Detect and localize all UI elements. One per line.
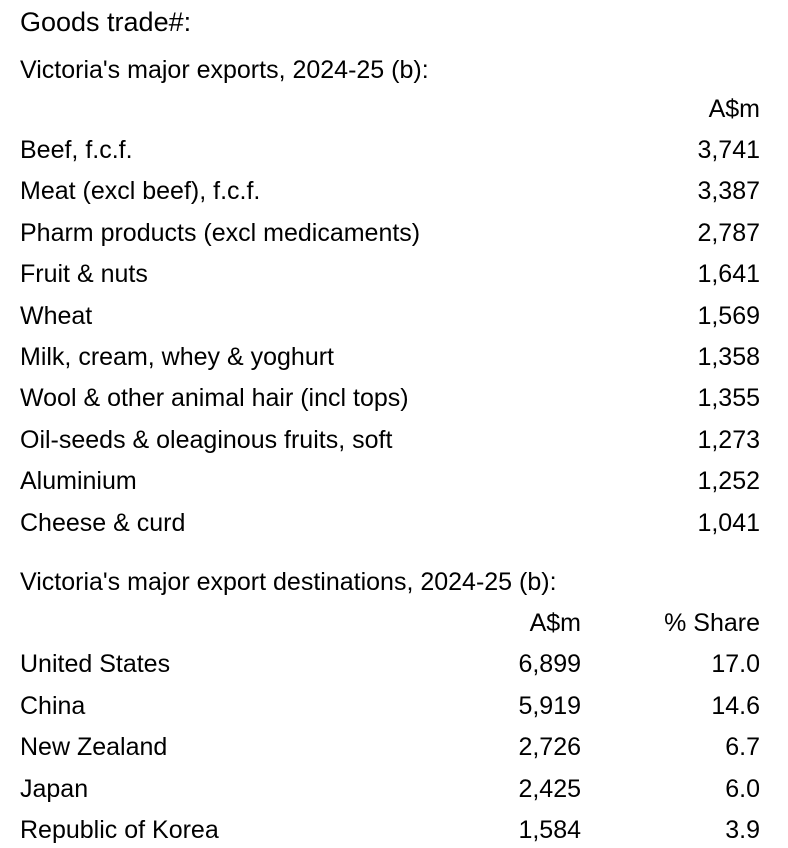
row-label: Meat (excl beef), f.c.f. xyxy=(20,177,261,206)
row-value: 14.6 xyxy=(711,691,760,720)
section-title: Victoria's major export destinations, 20… xyxy=(20,568,557,596)
row-label: Oil-seeds & oleaginous fruits, soft xyxy=(20,425,393,454)
row-label: Milk, cream, whey & yoghurt xyxy=(20,343,334,371)
row-label: Beef, f.c.f. xyxy=(20,136,133,164)
row-value: 1,569 xyxy=(697,301,760,330)
row-value: 1,355 xyxy=(697,384,760,413)
column-header: A$m xyxy=(708,95,760,123)
row-label: Wheat xyxy=(20,301,93,330)
row-label: Fruit & nuts xyxy=(20,260,148,289)
row-value: 1,584 xyxy=(518,816,581,844)
row-value: 2,787 xyxy=(697,218,760,247)
row-value: 6.0 xyxy=(725,774,760,803)
row-label: Japan xyxy=(20,774,89,803)
row-value: 1,273 xyxy=(697,425,760,454)
row-value: 17.0 xyxy=(711,650,760,678)
row-label: New Zealand xyxy=(20,733,168,761)
row-value: 3.9 xyxy=(725,816,760,844)
row-label: Pharm products (excl medicaments) xyxy=(20,218,421,247)
row-label: Cheese & curd xyxy=(20,508,186,537)
row-label: Wool & other animal hair (incl tops) xyxy=(20,384,409,413)
page-title: Goods trade#: xyxy=(20,7,192,37)
row-value: 3,741 xyxy=(697,136,760,164)
row-label: Aluminium xyxy=(20,467,137,496)
row-value: 3,387 xyxy=(697,177,760,206)
row-value: 5,919 xyxy=(518,691,581,720)
row-value: 1,252 xyxy=(697,467,760,496)
row-value: 6,899 xyxy=(518,650,581,678)
column-header: % Share xyxy=(664,609,760,637)
row-label: United States xyxy=(20,650,171,678)
row-label: Republic of Korea xyxy=(20,816,219,844)
row-value: 2,425 xyxy=(518,774,581,803)
row-value: 1,358 xyxy=(697,343,760,371)
section-title: Victoria's major exports, 2024-25 (b): xyxy=(20,56,429,84)
row-value: 2,726 xyxy=(518,733,581,761)
row-label: China xyxy=(20,691,86,720)
row-value: 6.7 xyxy=(725,733,760,761)
row-value: 1,641 xyxy=(697,260,760,289)
column-header: A$m xyxy=(529,609,581,637)
row-value: 1,041 xyxy=(697,508,760,537)
